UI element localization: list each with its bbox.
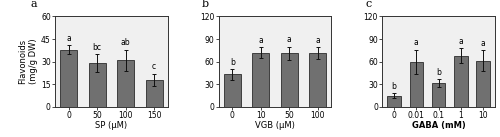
Bar <box>388 96 400 107</box>
Bar <box>146 80 162 107</box>
X-axis label: SP (μM): SP (μM) <box>96 121 128 130</box>
Text: a: a <box>66 34 71 43</box>
Bar <box>60 50 77 107</box>
Text: b: b <box>392 82 396 91</box>
Text: b: b <box>436 68 441 77</box>
Bar <box>410 62 423 107</box>
Bar <box>88 63 106 107</box>
X-axis label: GABA (mM): GABA (mM) <box>412 121 466 130</box>
Text: c: c <box>152 62 156 72</box>
Text: a: a <box>414 38 418 47</box>
Text: b: b <box>202 0 209 9</box>
Text: c: c <box>366 0 372 9</box>
Bar <box>454 56 468 107</box>
Bar <box>252 53 270 107</box>
Bar <box>309 53 326 107</box>
Bar <box>280 53 298 107</box>
Text: a: a <box>481 39 486 48</box>
Text: a: a <box>458 37 464 46</box>
Text: a: a <box>258 36 263 45</box>
Text: a: a <box>30 0 37 9</box>
Text: b: b <box>230 58 234 67</box>
Bar <box>117 60 134 107</box>
Text: a: a <box>287 35 292 44</box>
Text: bc: bc <box>92 43 102 52</box>
Text: ab: ab <box>121 38 130 47</box>
X-axis label: VGB (μM): VGB (μM) <box>255 121 295 130</box>
Bar <box>476 61 490 107</box>
Y-axis label: Flavonoids
(mg/g DW): Flavonoids (mg/g DW) <box>18 39 38 85</box>
Bar <box>432 83 446 107</box>
Text: a: a <box>316 36 320 45</box>
Bar <box>224 75 241 107</box>
